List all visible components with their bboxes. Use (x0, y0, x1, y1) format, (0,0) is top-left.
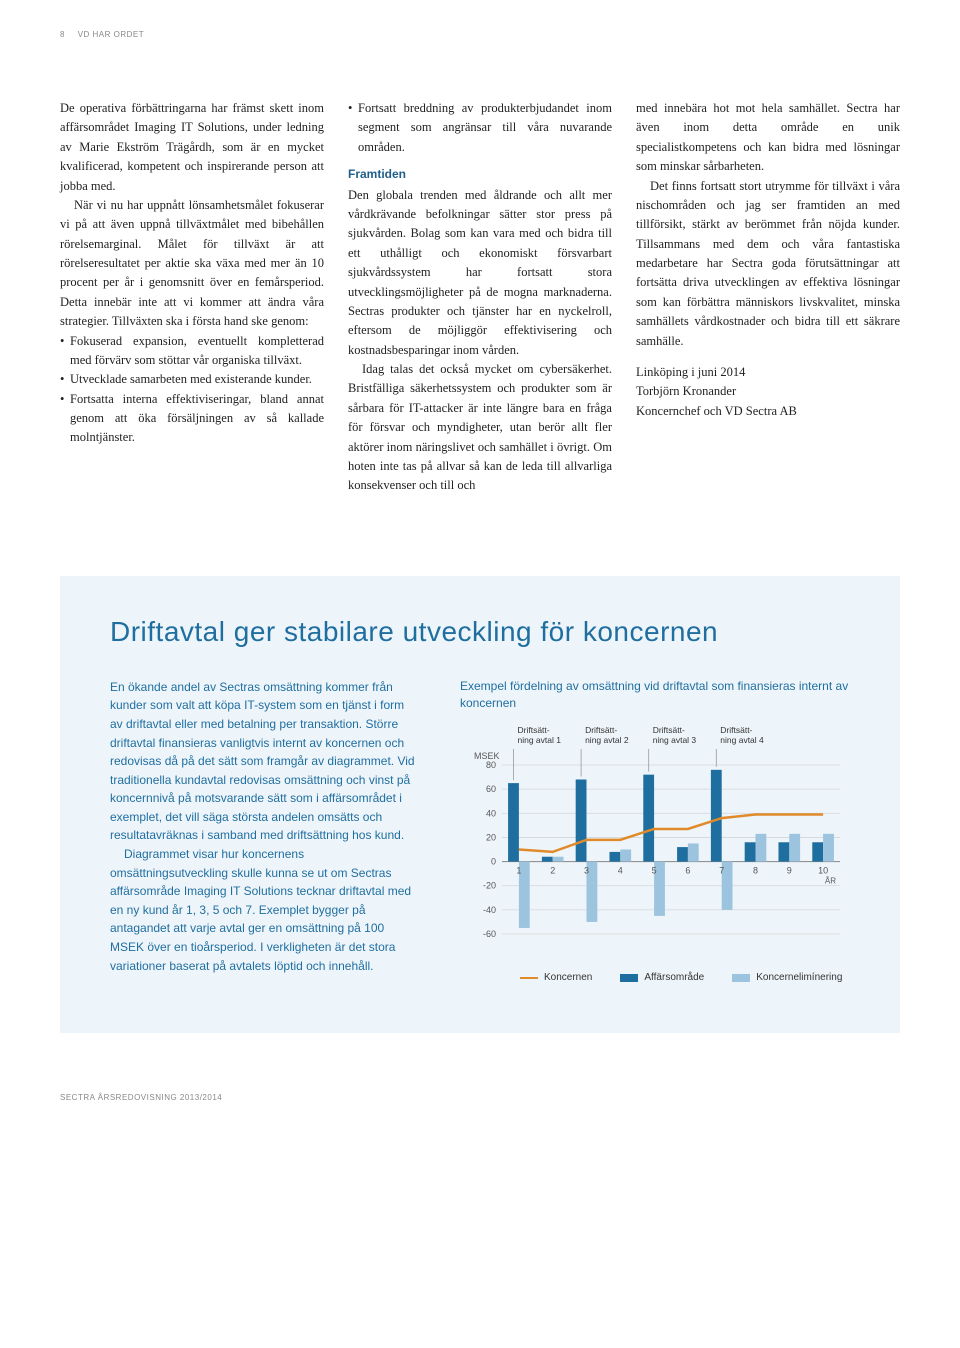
col2-p1: Den globala trenden med åldrande och all… (348, 186, 612, 360)
svg-text:4: 4 (618, 866, 623, 876)
col2-bullet-1: Fortsatt breddning av produkterbjudandet… (348, 99, 612, 157)
col1-bullet-3: Fortsatta interna effektiviseringar, bla… (60, 390, 324, 448)
blue-left-text: En ökande andel av Sectras omsättning ko… (110, 678, 420, 984)
svg-text:10: 10 (818, 866, 828, 876)
signature-title: Koncernchef och VD Sectra AB (636, 402, 900, 421)
col3-p2: Det finns fortsatt stort utrymme för til… (636, 177, 900, 351)
svg-text:3: 3 (584, 866, 589, 876)
svg-text:20: 20 (486, 833, 496, 843)
legend-label: Koncernelimínering (756, 972, 842, 983)
svg-text:-60: -60 (483, 929, 496, 939)
page-footer: SECTRA ÅRSREDOVISNING 2013/2014 (60, 1093, 900, 1102)
svg-text:2: 2 (550, 866, 555, 876)
blue-right-chart: Exempel fördelning av omsättning vid dri… (460, 678, 850, 984)
svg-text:Driftsätt-: Driftsätt- (653, 725, 685, 735)
blue-section: Driftavtal ger stabilare utveckling för … (60, 576, 900, 1034)
legend-label: Koncernen (544, 972, 592, 983)
svg-text:ning avtal 1: ning avtal 1 (517, 735, 561, 745)
svg-text:ning avtal 3: ning avtal 3 (653, 735, 697, 745)
revenue-chart: -60 -40 -20 0 20 40 60 80MSEK 1 2 3 4 5 6 7 8 9 10ÅR Drift… (460, 719, 850, 964)
svg-text:Driftsätt-: Driftsätt- (720, 725, 752, 735)
svg-text:-40: -40 (483, 905, 496, 915)
legend-swatch (732, 974, 750, 982)
column-1: De operativa förbättringarna har främst … (60, 99, 324, 496)
col1-bullet-2: Utvecklade samarbeten med existerande ku… (60, 370, 324, 389)
col1-p2: När vi nu har uppnått lönsamhetsmålet fo… (60, 196, 324, 332)
col1-bullet-1: Fokuserad expansion, eventuellt komplett… (60, 332, 324, 371)
svg-text:ning avtal 4: ning avtal 4 (720, 735, 764, 745)
body-columns: De operativa förbättringarna har främst … (60, 99, 900, 496)
page-header: 8 VD HAR ORDET (60, 30, 900, 39)
legend-swatch (520, 977, 538, 979)
col2-p2: Idag talas det också mycket om cybersäke… (348, 360, 612, 496)
svg-text:0: 0 (491, 857, 496, 867)
legend-swatch (620, 974, 638, 982)
col3-p1: med innebära hot mot hela samhället. Sec… (636, 99, 900, 177)
chart-title: Exempel fördelning av omsättning vid dri… (460, 678, 850, 712)
col1-p1: De operativa förbättringarna har främst … (60, 99, 324, 196)
blue-p2: Diagrammet visar hur koncernens omsättni… (110, 845, 420, 975)
legend-item: Affärsområde (620, 972, 704, 983)
signature-date: Linköping i juni 2014 (636, 363, 900, 382)
column-3: med innebära hot mot hela samhället. Sec… (636, 99, 900, 496)
svg-text:60: 60 (486, 784, 496, 794)
legend-item: Koncernen (520, 972, 592, 983)
legend-label: Affärsområde (644, 972, 704, 983)
svg-text:5: 5 (652, 866, 657, 876)
svg-text:7: 7 (719, 866, 724, 876)
svg-text:8: 8 (753, 866, 758, 876)
svg-text:-20: -20 (483, 881, 496, 891)
svg-text:ÅR: ÅR (825, 877, 836, 886)
chart-legend: Koncernen Affärsområde Koncernelimínering (520, 972, 850, 983)
svg-text:ning avtal 2: ning avtal 2 (585, 735, 629, 745)
blue-p1: En ökande andel av Sectras omsättning ko… (110, 678, 420, 845)
svg-text:80: 80 (486, 760, 496, 770)
signature-name: Torbjörn Kronander (636, 382, 900, 401)
column-2: Fortsatt breddning av produkterbjudandet… (348, 99, 612, 496)
svg-text:40: 40 (486, 809, 496, 819)
section-name: VD HAR ORDET (78, 30, 144, 39)
col2-subhead: Framtiden (348, 165, 612, 184)
legend-item: Koncernelimínering (732, 972, 842, 983)
svg-text:1: 1 (516, 866, 521, 876)
svg-text:Driftsätt-: Driftsätt- (585, 725, 617, 735)
blue-title: Driftavtal ger stabilare utveckling för … (110, 616, 850, 648)
svg-text:Driftsätt-: Driftsätt- (517, 725, 549, 735)
page-number: 8 (60, 30, 65, 39)
svg-text:6: 6 (685, 866, 690, 876)
svg-text:9: 9 (787, 866, 792, 876)
svg-text:MSEK: MSEK (474, 751, 500, 761)
